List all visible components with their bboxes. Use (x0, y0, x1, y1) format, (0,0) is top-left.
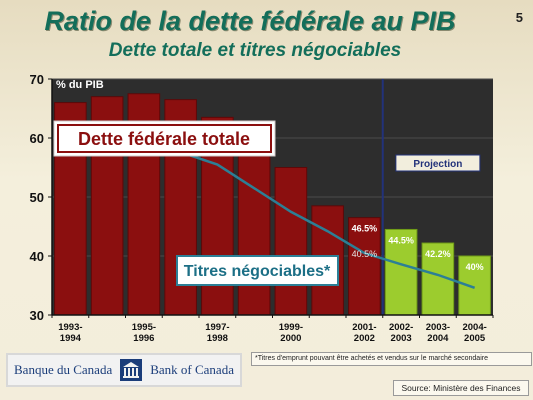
y-tick-label: 50 (30, 190, 44, 205)
x-tick-label: 2005 (464, 333, 486, 344)
y-axis: 30 40 50 60 70 (30, 72, 53, 323)
x-tick-label: 2002- (389, 322, 413, 333)
y-tick-label: 70 (30, 72, 44, 87)
logo-english-name: Bank of Canada (150, 362, 234, 377)
bar (274, 167, 308, 316)
bar (237, 137, 271, 316)
chart-title: Ratio de la dette fédérale au PIB (44, 6, 456, 36)
bar-data-label: 42.2% (425, 249, 451, 259)
footnote: *Titres d'emprunt pouvant être achetés e… (251, 352, 532, 366)
x-tick-label: 1996 (133, 333, 154, 344)
logo-french-name: Banque du Canada (14, 362, 113, 377)
x-tick-label: 2001- (352, 322, 376, 333)
legend-total-debt-label: Dette fédérale totale (78, 129, 250, 149)
x-axis: 1993-1994 1995-1996 1997-1998 1999-2000 2001… (51, 314, 494, 344)
x-tick-label: 1997- (205, 322, 229, 333)
x-tick-label: 2004- (462, 322, 486, 333)
x-tick-label: 1994 (60, 333, 82, 344)
legend-total-debt: Dette fédérale totale (53, 120, 276, 157)
line-data-label: 40.5% (352, 249, 378, 259)
data-labels: 46.5% 44.5% 42.2% 40% 40.5% (352, 224, 484, 272)
x-tick-label: 2004 (427, 333, 449, 344)
bar (384, 228, 418, 316)
x-tick-label: 1993- (58, 322, 82, 333)
projection-label: Projection (413, 159, 462, 170)
bar-data-label: 46.5% (352, 224, 378, 234)
source-note: Source: Ministère des Finances (393, 380, 529, 396)
x-tick-label: 1999- (279, 322, 303, 333)
legend-marketable-securities: Titres négociables* (176, 255, 339, 286)
y-tick-label: 30 (30, 308, 44, 323)
y-tick-label: 40 (30, 249, 44, 264)
x-tick-label: 1998 (207, 333, 228, 344)
projection-box: Projection (395, 154, 481, 172)
bar (458, 255, 491, 316)
x-tick-label: 2003- (426, 322, 450, 333)
bar-data-label: 44.5% (388, 235, 414, 245)
bank-of-canada-logo: Banque du Canada Bank of Canada (6, 353, 242, 387)
chart-subtitle: Dette totale et titres négociables (108, 40, 402, 61)
x-tick-label: 2000 (280, 333, 301, 344)
y-axis-label: % du PIB (56, 79, 104, 91)
x-tick-label: 1995- (132, 322, 156, 333)
page-number: 5 (515, 10, 523, 25)
bank-building-icon (120, 359, 143, 381)
bar (348, 217, 381, 316)
legend-marketable-securities-label: Titres négociables* (184, 263, 331, 280)
y-tick-label: 60 (30, 131, 44, 146)
x-tick-label: 2002 (354, 333, 375, 344)
x-tick-label: 2003 (391, 333, 412, 344)
bar-data-label: 40% (466, 262, 484, 272)
